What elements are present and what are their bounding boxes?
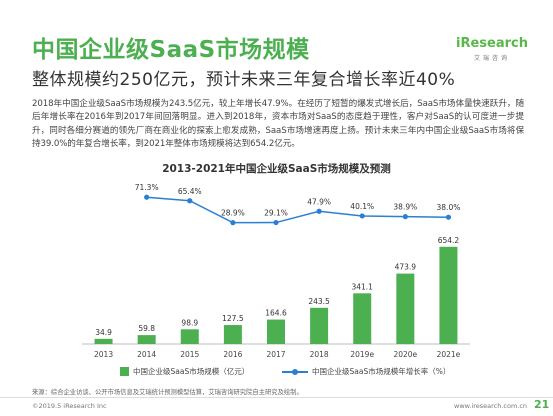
growth-label-2016: 28.9% [221,209,245,218]
x-tick-2020e: 2020e [393,350,417,359]
bar-label-2015: 98.9 [181,318,198,327]
growth-point-2017 [273,219,279,226]
logo-subtext: 艾瑞咨询 [474,55,511,62]
legend-item-bar: 中国企业级SaaS市场规模（亿元） [120,366,249,377]
x-tick-2017: 2017 [266,350,285,359]
x-tick-2016: 2016 [223,350,242,359]
growth-point-2020e [402,214,408,220]
growth-label-2018: 47.9% [307,197,331,206]
growth-rate-line [146,196,449,224]
bar-2019e [353,293,372,344]
x-tick-2013: 2013 [94,350,113,359]
copyright: ©2019.5 iResearch Inc [32,402,107,410]
legend-bar-swatch [120,367,129,376]
bar-label-2018: 243.5 [308,297,330,306]
x-tick-2018: 2018 [310,350,329,359]
growth-label-2020e: 38.9% [393,203,417,212]
logo-text: iResearch [456,36,528,51]
bar-label-2021e: 654.2 [438,236,460,245]
bar-2014 [137,335,156,344]
bar-2015 [180,329,199,344]
source-note: 来源：综合企业访谈、公开市场信息及艾瑞统计预测模型估算，艾瑞咨询研究院自主研究及… [32,389,303,396]
growth-label-2015: 65.4% [178,187,202,196]
chart-legend: 中国企业级SaaS市场规模（亿元） 中国企业级SaaS市场规模年增长率（%） [0,366,553,378]
page-subtitle: 整体规模约250亿元，预计未来三年复合增长率近40% [32,70,456,90]
page-title: 中国企业级SaaS市场规模 [32,37,310,63]
iresearch-logo: iResearch 艾瑞咨询 [456,36,546,62]
legend-line-label: 中国企业级SaaS市场规模年增长率（%） [312,367,451,376]
bar-2016 [223,325,242,344]
growth-label-2017: 29.1% [264,209,288,218]
bar-2018 [310,307,329,344]
growth-label-2021e: 38.0% [437,203,461,212]
legend-item-line: 中国企业级SaaS市场规模年增长率（%） [282,366,450,377]
bar-label-2013: 34.9 [95,328,112,337]
chart-title: 2013-2021年中国企业级SaaS市场规模及预测 [162,163,391,175]
growth-label-2014: 71.3% [135,183,159,192]
bar-label-2014: 59.8 [138,324,155,333]
x-tick-2021e: 2021e [437,350,461,359]
legend-line-swatch [282,368,308,375]
growth-point-2014 [144,194,150,200]
footer-divider [0,397,553,398]
bar-label-2017: 164.6 [265,309,287,318]
page-number: 21 [534,398,550,411]
bar-label-2019e: 341.1 [351,282,373,291]
bar-2013 [94,338,113,344]
x-tick-2015: 2015 [180,350,199,359]
growth-point-2015 [187,198,193,204]
bar-label-2016: 127.5 [222,314,244,323]
growth-point-2018 [316,208,322,214]
summary-paragraph: 2018年中国企业级SaaS市场规模为243.5亿元，较上年增长47.9%。在经… [32,99,524,150]
x-tick-2019e: 2019e [350,350,374,359]
legend-bar-label: 中国企业级SaaS市场规模（亿元） [133,367,250,376]
website-link[interactable]: www.iresearch.com.cn [454,402,528,410]
growth-point-2019e [359,213,365,219]
bar-2020e [396,273,415,344]
growth-point-2021e [445,214,452,220]
bar-2017 [267,319,285,344]
bar-label-2020e: 473.9 [395,263,417,272]
growth-point-2016 [230,220,236,226]
growth-label-2019e: 40.1% [350,202,374,211]
x-tick-2014: 2014 [137,350,156,359]
bar-2021e [439,246,458,344]
